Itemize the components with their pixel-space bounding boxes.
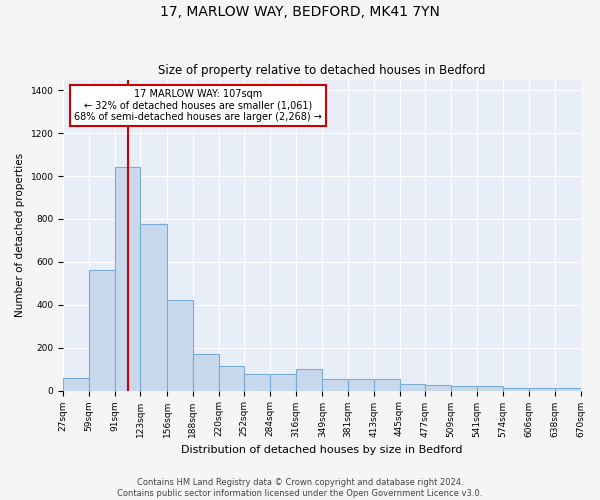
Bar — [400, 384, 425, 390]
Text: 17 MARLOW WAY: 107sqm
← 32% of detached houses are smaller (1,061)
68% of semi-d: 17 MARLOW WAY: 107sqm ← 32% of detached … — [74, 88, 322, 122]
Bar — [244, 374, 270, 390]
Bar — [115, 168, 140, 390]
Bar — [348, 379, 374, 390]
Bar — [451, 386, 477, 390]
Bar — [503, 388, 529, 390]
Bar — [193, 354, 218, 391]
Bar — [167, 300, 193, 390]
Title: Size of property relative to detached houses in Bedford: Size of property relative to detached ho… — [158, 64, 485, 77]
Bar — [296, 369, 322, 390]
Text: 17, MARLOW WAY, BEDFORD, MK41 7YN: 17, MARLOW WAY, BEDFORD, MK41 7YN — [160, 5, 440, 19]
Bar — [63, 378, 89, 390]
Bar — [322, 379, 348, 390]
Bar — [555, 388, 581, 390]
Text: Contains HM Land Registry data © Crown copyright and database right 2024.
Contai: Contains HM Land Registry data © Crown c… — [118, 478, 482, 498]
Bar — [89, 270, 115, 390]
Bar — [477, 386, 503, 390]
X-axis label: Distribution of detached houses by size in Bedford: Distribution of detached houses by size … — [181, 445, 463, 455]
Bar — [218, 366, 244, 390]
Bar — [140, 224, 167, 390]
Bar — [270, 374, 296, 390]
Y-axis label: Number of detached properties: Number of detached properties — [15, 153, 25, 317]
Bar — [374, 379, 400, 390]
Bar — [529, 388, 555, 390]
Bar — [425, 385, 451, 390]
